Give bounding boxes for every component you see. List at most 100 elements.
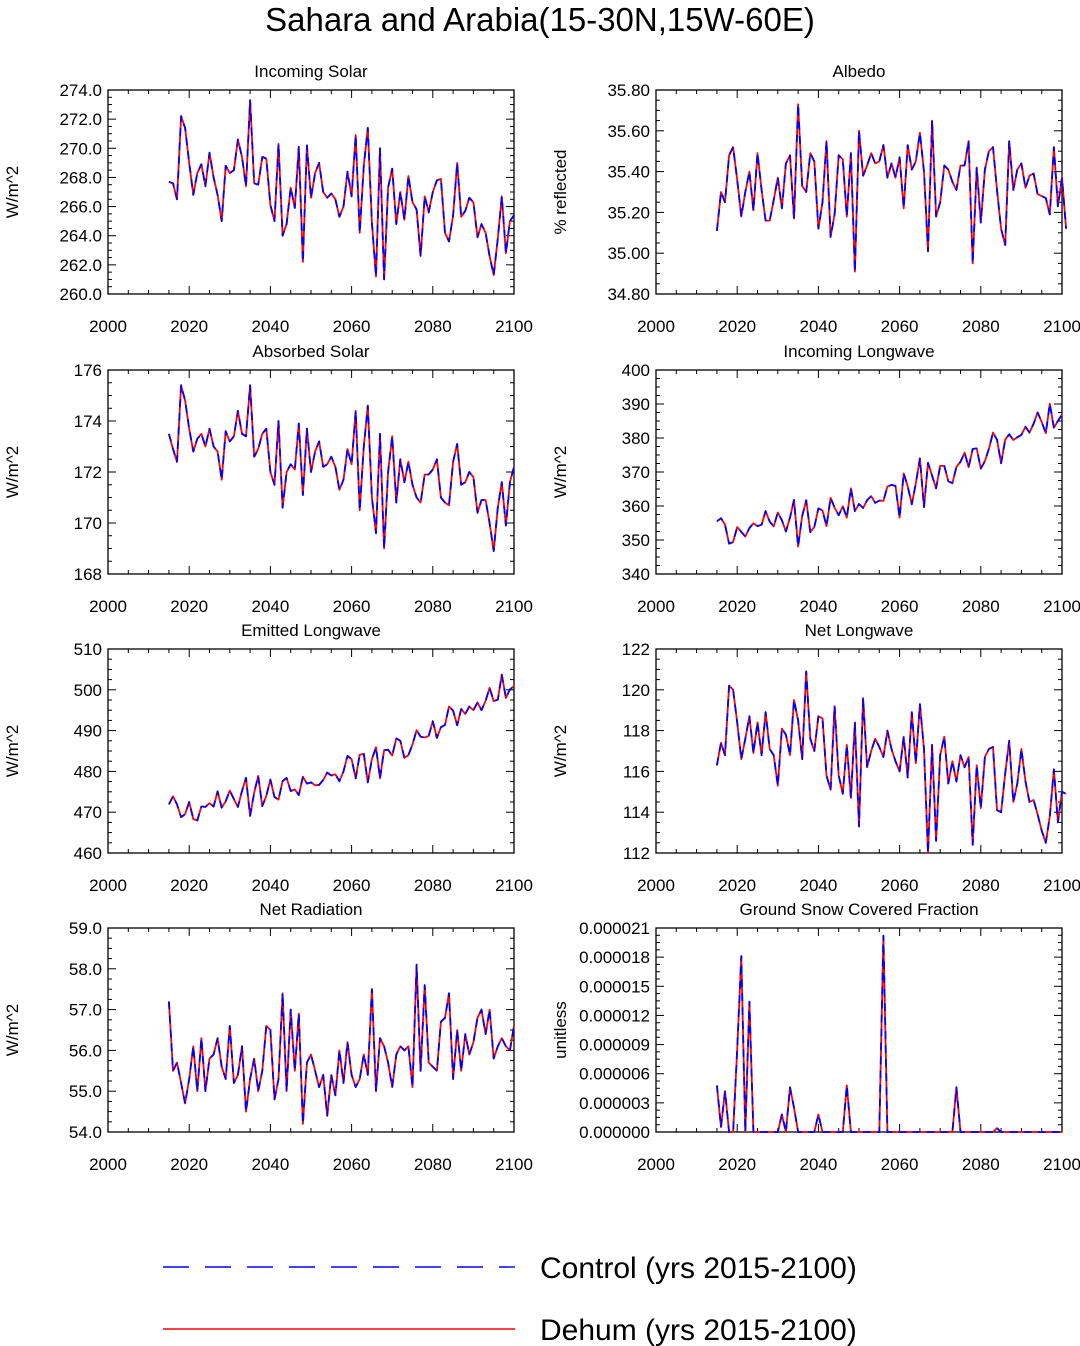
x-tick-label: 2040: [251, 317, 289, 336]
x-tick-label: 2020: [718, 1155, 756, 1174]
y-tick-label: 174: [74, 412, 102, 431]
x-tick-label: 2100: [1043, 317, 1080, 336]
y-tick-label: 390: [622, 395, 650, 414]
panel-title-net-radiation: Net Radiation: [259, 900, 362, 919]
x-tick-label: 2000: [89, 597, 127, 616]
series-line-control: [716, 934, 1062, 1133]
x-tick-label: 2100: [1043, 597, 1080, 616]
y-tick-label: 266.0: [59, 198, 102, 217]
x-tick-label: 2060: [881, 317, 919, 336]
x-tick-label: 2100: [495, 317, 533, 336]
y-tick-label: 0.000006: [579, 1065, 650, 1084]
x-tick-label: 2000: [637, 317, 675, 336]
series-line-control: [168, 673, 515, 822]
y-tick-label: 0.000018: [579, 948, 650, 967]
y-tick-label: 500: [74, 681, 102, 700]
x-tick-label: 2020: [718, 876, 756, 895]
y-tick-label: 460: [74, 844, 102, 863]
x-tick-label: 2020: [718, 317, 756, 336]
ylabel-ground-snow-covered-fraction: unitless: [551, 1001, 570, 1059]
y-tick-label: 122: [622, 640, 650, 659]
series-line-control: [168, 99, 515, 281]
x-tick-label: 2020: [170, 597, 208, 616]
y-tick-label: 176: [74, 361, 102, 380]
y-tick-label: 35.80: [607, 81, 650, 100]
x-tick-label: 2040: [251, 1155, 289, 1174]
plot-frame: [107, 648, 515, 854]
y-tick-label: 59.0: [69, 919, 102, 938]
x-tick-label: 2100: [495, 1155, 533, 1174]
series-line-dehum: [168, 963, 515, 1125]
panel-emitted-longwave: Emitted Longwave W/m^2 2000 2020 2040 2060 208…: [3, 621, 533, 895]
x-tick-label: 2020: [170, 317, 208, 336]
y-tick-label: 470: [74, 803, 102, 822]
y-tick-label: 118: [623, 722, 650, 741]
x-tick-label: 2080: [414, 1155, 452, 1174]
series-line-control: [168, 384, 515, 552]
panel-title-incoming-solar: Incoming Solar: [254, 62, 368, 81]
y-tick-label: 264.0: [59, 227, 102, 246]
y-tick-label: 114: [623, 803, 650, 822]
x-tick-label: 2100: [495, 876, 533, 895]
x-tick-label: 2020: [718, 597, 756, 616]
panel-title-incoming-longwave: Incoming Longwave: [783, 342, 934, 361]
y-tick-label: 56.0: [69, 1041, 102, 1060]
ylabel-incoming-longwave: W/m^2: [551, 446, 570, 498]
x-tick-label: 2100: [495, 597, 533, 616]
panel-title-ground-snow-covered-fraction: Ground Snow Covered Fraction: [739, 900, 978, 919]
series-line-dehum: [716, 934, 1062, 1133]
ylabel-net-longwave: W/m^2: [551, 725, 570, 777]
panel-absorbed-solar: Absorbed Solar W/m^2 2000 2020 2040 2060 2080 2…: [3, 342, 533, 616]
panel-net-longwave: Net Longwave W/m^2 2000 2020 2040 2060 2080 210…: [551, 621, 1080, 895]
panel-title-albedo: Albedo: [833, 62, 886, 81]
plot-frame: [655, 369, 1063, 575]
y-tick-label: 270.0: [59, 139, 102, 158]
panel-incoming-longwave: Incoming Longwave W/m^2 2000 2020 2040 2060 20…: [551, 342, 1080, 616]
y-tick-label: 400: [622, 361, 650, 380]
y-tick-label: 380: [622, 429, 650, 448]
x-tick-label: 2020: [170, 876, 208, 895]
x-tick-label: 2080: [962, 1155, 1000, 1174]
y-tick-label: 35.60: [607, 122, 650, 141]
y-tick-label: 480: [74, 762, 102, 781]
x-tick-label: 2100: [1043, 876, 1080, 895]
x-tick-label: 2080: [962, 317, 1000, 336]
x-tick-label: 2060: [881, 1155, 919, 1174]
panel-albedo: Albedo % reflected 2000 2020 2040 2060 2080 210…: [551, 62, 1080, 336]
ylabel-emitted-longwave: W/m^2: [3, 725, 22, 777]
x-tick-label: 2000: [89, 876, 127, 895]
y-tick-label: 0.000021: [579, 919, 650, 938]
page-title: Sahara and Arabia(15-30N,15W-60E): [265, 1, 815, 38]
legend: Control (yrs 2015-2100) Dehum (yrs 2015-…: [163, 1252, 857, 1346]
panel-title-net-longwave: Net Longwave: [805, 621, 914, 640]
ylabel-incoming-solar: W/m^2: [3, 166, 22, 218]
x-tick-label: 2060: [333, 597, 371, 616]
y-tick-label: 260.0: [59, 285, 102, 304]
y-tick-label: 34.80: [607, 285, 650, 304]
ylabel-net-radiation: W/m^2: [3, 1004, 22, 1056]
panel-title-absorbed-solar: Absorbed Solar: [252, 342, 370, 361]
series-line-dehum: [716, 670, 1067, 854]
ylabel-albedo: % reflected: [551, 149, 570, 234]
y-tick-label: 272.0: [59, 110, 102, 129]
series-line-control: [168, 963, 515, 1125]
legend-label-dehum: Dehum (yrs 2015-2100): [540, 1314, 857, 1346]
y-tick-label: 112: [623, 844, 650, 863]
x-tick-label: 2060: [881, 876, 919, 895]
y-tick-label: 268.0: [59, 168, 102, 187]
x-tick-label: 2000: [637, 1155, 675, 1174]
y-tick-label: 0.000003: [579, 1094, 650, 1113]
x-tick-label: 2040: [799, 597, 837, 616]
plot-frame: [655, 89, 1063, 295]
x-tick-label: 2060: [333, 1155, 371, 1174]
panel-incoming-solar: Incoming Solar W/m^2 2000 2020 2040 2060 2080 2…: [3, 62, 533, 336]
y-tick-label: 58.0: [69, 960, 102, 979]
y-tick-label: 0.000015: [579, 977, 650, 996]
plot-frame: [655, 927, 1063, 1133]
y-tick-label: 168: [74, 565, 102, 584]
y-tick-label: 262.0: [59, 256, 102, 275]
series-line-control: [716, 402, 1063, 548]
x-tick-label: 2080: [414, 597, 452, 616]
panel-net-radiation: Net Radiation W/m^2 2000 2020 2040 2060 2080 21…: [3, 900, 533, 1174]
